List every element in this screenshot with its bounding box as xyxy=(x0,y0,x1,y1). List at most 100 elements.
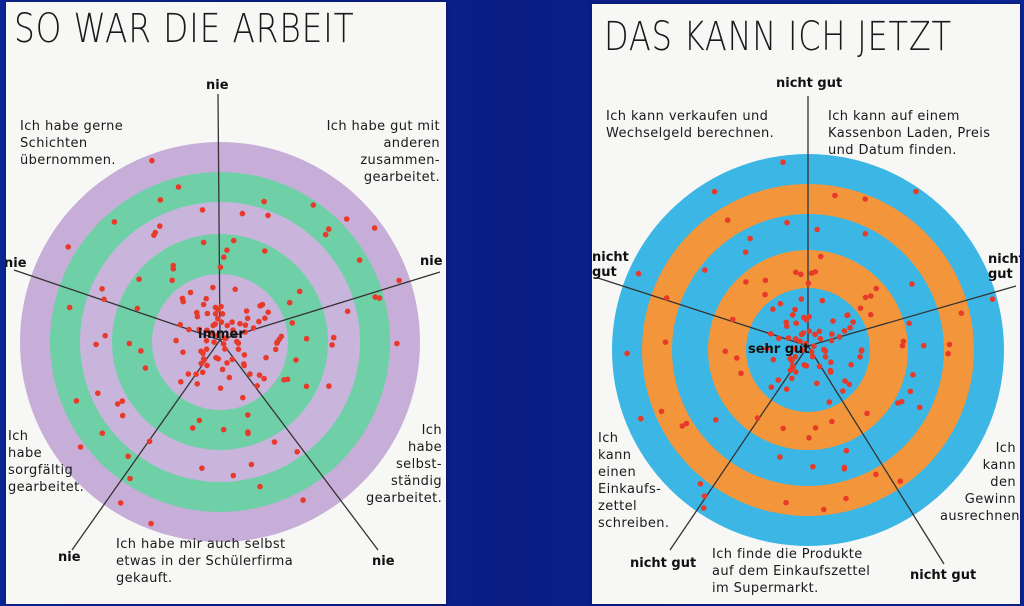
axis-label-left: nicht gut xyxy=(592,250,629,280)
sticker-dot xyxy=(303,335,310,342)
sticker-dot xyxy=(187,289,194,296)
sticker-dot xyxy=(897,478,904,485)
sticker-dot xyxy=(157,197,164,203)
sticker-dot xyxy=(792,306,798,313)
sticker-dot xyxy=(787,367,794,374)
sticker-dot xyxy=(895,400,901,406)
sticker-dot xyxy=(775,377,782,383)
sticker-dot xyxy=(226,374,233,381)
sticker-dot xyxy=(764,345,770,352)
sticker-dot xyxy=(793,336,799,342)
sticker-dot xyxy=(635,270,642,277)
sticker-dot xyxy=(199,465,205,472)
sticker-dot xyxy=(232,286,238,293)
sticker-dot xyxy=(803,363,810,369)
sticker-dot xyxy=(701,493,708,499)
sticker-dot xyxy=(857,354,863,360)
sticker-dot xyxy=(300,497,306,503)
sticker-dot xyxy=(827,367,834,374)
sticker-dot xyxy=(816,328,823,335)
sticker-dot xyxy=(843,447,850,454)
sticker-dot xyxy=(810,463,816,470)
sticker-dot xyxy=(780,425,786,432)
sticker-dot xyxy=(77,444,84,450)
statement-top-right: Ich kann auf einem Kassenbon Laden, Prei… xyxy=(828,109,991,158)
sticker-dot xyxy=(114,401,121,407)
sticker-dot xyxy=(907,388,914,395)
sticker-dot xyxy=(793,320,799,327)
sticker-dot xyxy=(730,316,736,323)
sticker-dot xyxy=(845,312,851,318)
sticker-dot xyxy=(663,295,670,301)
sticker-dot xyxy=(203,337,210,344)
sticker-dot xyxy=(803,340,809,347)
sticker-dot xyxy=(256,372,263,378)
sticker-dot xyxy=(809,353,816,360)
sticker-dot xyxy=(754,415,761,421)
sticker-dot xyxy=(210,284,216,291)
sticker-dot xyxy=(662,339,669,346)
sticker-dot xyxy=(136,276,142,283)
sticker-dot xyxy=(241,361,247,367)
statement-top-left: Ich kann verkaufen und Wechselgeld berec… xyxy=(606,109,775,141)
sticker-dot xyxy=(356,257,363,263)
sticker-dot xyxy=(808,270,815,277)
target-rings xyxy=(612,154,1004,546)
sticker-dot xyxy=(245,412,251,418)
sticker-dot xyxy=(817,335,824,342)
sticker-dot xyxy=(200,239,207,246)
sticker-dot xyxy=(857,305,864,312)
sticker-dot xyxy=(329,342,335,348)
sticker-dot xyxy=(229,319,235,325)
axis-label-top: nie xyxy=(206,78,229,93)
sticker-dot xyxy=(797,338,803,345)
sticker-dot xyxy=(850,319,856,325)
axis-lines xyxy=(597,96,1017,565)
sticker-dot xyxy=(217,264,224,271)
sticker-dot xyxy=(776,335,782,342)
sticker-dot xyxy=(95,390,101,397)
sticker-dot xyxy=(816,363,823,370)
sticker-dot xyxy=(819,297,826,304)
sticker-dot xyxy=(203,346,210,353)
sticker-dot xyxy=(777,300,784,307)
sticker-dot xyxy=(792,354,799,360)
sticker-dot xyxy=(777,454,783,460)
sticker-dot xyxy=(73,398,80,404)
sticker-dot xyxy=(805,280,812,287)
sticker-dot xyxy=(784,219,790,226)
sticker-dot xyxy=(257,483,263,490)
axis-label-bottom-left: nicht gut xyxy=(630,556,697,571)
sticker-dot xyxy=(842,378,848,384)
sticker-dot xyxy=(265,309,272,316)
sticker-dot xyxy=(196,326,202,333)
sticker-dot xyxy=(770,356,777,363)
sticker-dot xyxy=(99,430,106,437)
sticker-dot xyxy=(326,383,332,389)
sticker-dot xyxy=(841,328,848,334)
sticker-dot xyxy=(822,354,829,360)
target-diagram-left xyxy=(13,93,441,551)
sticker-dot xyxy=(899,342,906,349)
sticker-dot xyxy=(217,385,224,392)
sticker-dot xyxy=(344,308,351,315)
sticker-dot xyxy=(811,343,817,350)
sticker-dot xyxy=(193,371,199,378)
statement-left: Ich habe sorgfältig gearbeitet. xyxy=(8,429,85,495)
sticker-dot xyxy=(119,398,126,404)
sticker-dot xyxy=(257,303,263,309)
sticker-dot xyxy=(793,269,799,276)
sticker-dot xyxy=(241,352,248,358)
sticker-dot xyxy=(293,357,299,363)
sticker-dot xyxy=(219,366,226,373)
sticker-dot xyxy=(310,202,317,208)
sticker-dot xyxy=(913,188,919,195)
sticker-dot xyxy=(240,394,246,401)
sticker-dot xyxy=(830,318,836,324)
axis-label-bottom-right: nicht gut xyxy=(910,568,977,583)
sticker-dot xyxy=(117,500,124,506)
sticker-dot xyxy=(958,310,965,317)
sticker-dot xyxy=(821,506,827,513)
sticker-dot xyxy=(832,192,838,199)
statement-top-right: Ich habe gut mit anderen zusammen- gearb… xyxy=(326,119,440,185)
